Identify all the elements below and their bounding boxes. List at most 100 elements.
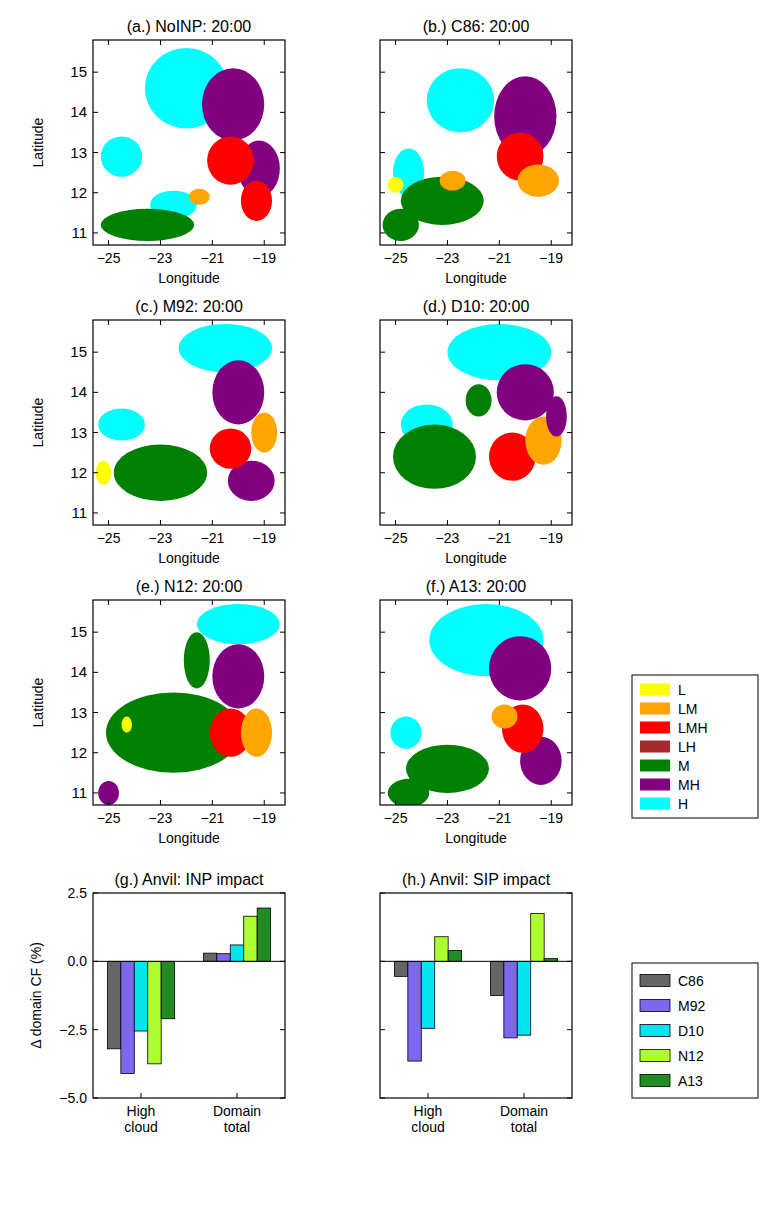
y-tick-right	[280, 632, 285, 633]
x-tick-label: −25	[384, 530, 408, 546]
cloud-patch	[184, 632, 210, 688]
x-tick-label-line: Domain	[213, 1103, 261, 1119]
x-tick-label: −19	[252, 530, 276, 546]
y-tick-right	[567, 472, 572, 473]
x-tick	[212, 240, 213, 245]
x-tick	[447, 800, 448, 805]
x-tick-top	[551, 600, 552, 605]
bar	[531, 914, 544, 962]
plot-bg	[93, 320, 285, 525]
x-tick-label-line: High	[414, 1103, 443, 1119]
x-tick-label: −25	[97, 530, 121, 546]
y-tick	[380, 1029, 385, 1030]
x-tick	[447, 520, 448, 525]
y-tick-label: 15	[70, 623, 87, 640]
x-tick	[499, 240, 500, 245]
x-axis-title: Longitude	[158, 830, 220, 846]
legend-swatch	[640, 741, 670, 753]
x-tick-label: −23	[436, 530, 460, 546]
legend-label: D10	[678, 1023, 704, 1039]
panel-title: (h.) Anvil: SIP impact	[402, 871, 551, 888]
x-tick	[395, 800, 396, 805]
bar	[148, 961, 161, 1063]
x-tick-top	[499, 40, 500, 45]
plot-frame	[93, 893, 285, 1098]
y-tick	[380, 232, 385, 233]
y-tick-label: 12	[70, 464, 87, 481]
bar	[257, 908, 270, 961]
x-axis-title: Longitude	[445, 830, 507, 846]
y-tick	[93, 1029, 98, 1030]
cloud-patch	[497, 364, 554, 420]
y-tick-label: 14	[70, 103, 87, 120]
y-tick	[380, 712, 385, 713]
y-tick	[380, 112, 385, 113]
y-tick	[93, 961, 98, 962]
cloud-patch	[114, 445, 207, 501]
y-tick-right	[280, 192, 285, 193]
x-tick-label: −23	[149, 810, 173, 826]
plot-area	[388, 604, 562, 805]
x-tick-label-line: cloud	[124, 1119, 157, 1135]
x-tick-label: −21	[200, 810, 224, 826]
y-tick	[380, 792, 385, 793]
plot-area	[380, 914, 572, 1062]
y-tick-right	[280, 392, 285, 393]
plot-area	[383, 68, 559, 241]
legend-label: LM	[678, 701, 697, 717]
x-tick-top	[264, 320, 265, 325]
y-tick	[380, 961, 385, 962]
y-tick	[93, 392, 98, 393]
bar	[134, 961, 147, 1031]
x-tick	[264, 520, 265, 525]
figure: −25−23−21−191112131415Longitude(a.) NoIN…	[0, 0, 761, 1208]
x-tick-label: −21	[487, 250, 511, 266]
x-tick-top	[395, 40, 396, 45]
y-tick	[93, 792, 98, 793]
legend-swatch	[640, 1075, 670, 1087]
panel-title: (d.) D10: 20:00	[423, 298, 530, 315]
y-tick-right	[280, 112, 285, 113]
y-tick-label: 15	[70, 63, 87, 80]
legend-label: L	[678, 682, 686, 698]
x-tick	[160, 240, 161, 245]
y-tick-right	[567, 672, 572, 673]
legend-swatch	[640, 779, 670, 791]
legend-swatch	[640, 722, 670, 734]
plot-bg	[380, 893, 572, 1098]
y-tick-label: −2.5	[59, 1022, 87, 1038]
x-tick-top	[395, 320, 396, 325]
legend-swatch	[640, 760, 670, 772]
legend-label: A13	[678, 1073, 703, 1089]
legend-label: N12	[678, 1048, 704, 1064]
y-tick-label: 11	[71, 784, 87, 801]
x-tick-label: −19	[252, 810, 276, 826]
y-tick-label: 12	[70, 184, 87, 201]
y-tick-right	[280, 752, 285, 753]
panel-title: (c.) M92: 20:00	[135, 298, 243, 315]
x-tick-top	[499, 320, 500, 325]
plot-area	[93, 908, 285, 1073]
x-tick-label: −19	[539, 250, 563, 266]
x-tick-top	[212, 600, 213, 605]
cloud-patch	[388, 177, 404, 193]
cloud-patch	[393, 425, 476, 489]
cloud-patch	[101, 136, 143, 176]
x-tick-top	[551, 40, 552, 45]
y-tick	[93, 192, 98, 193]
x-tick-label: Domaintotal	[213, 1103, 261, 1135]
plot-bg	[380, 600, 572, 805]
x-axis-title: Longitude	[158, 550, 220, 566]
legend-label: M	[678, 758, 690, 774]
y-tick-right	[280, 512, 285, 513]
x-tick	[395, 520, 396, 525]
x-tick-label: −23	[436, 250, 460, 266]
panel-title: (f.) A13: 20:00	[426, 578, 527, 595]
cloud-patch	[98, 781, 119, 805]
y-tick-right	[567, 72, 572, 73]
cloud-patch	[388, 779, 430, 805]
x-tick	[524, 1093, 525, 1098]
x-tick-label: −25	[384, 250, 408, 266]
bar	[435, 937, 448, 962]
x-tick-top	[108, 600, 109, 605]
